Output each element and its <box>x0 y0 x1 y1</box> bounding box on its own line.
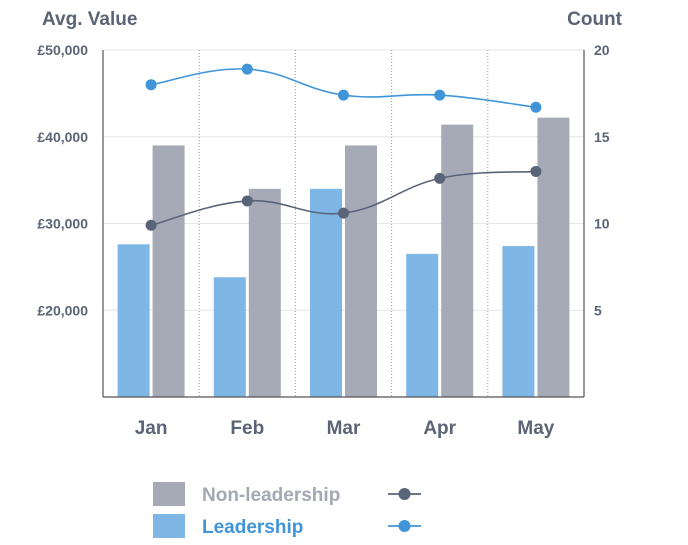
left-tick-label: £40,000 <box>37 129 88 145</box>
bar-leadership <box>406 253 439 397</box>
legend-swatch-point <box>398 520 411 532</box>
legend-swatch-bar <box>153 482 185 506</box>
axes-layer <box>102 50 585 398</box>
bar-leadership <box>502 246 535 397</box>
point-leadership <box>434 89 446 101</box>
point-leadership <box>145 79 157 91</box>
point-non-leadership <box>145 219 157 231</box>
point-leadership <box>530 101 542 113</box>
point-non-leadership <box>530 165 542 177</box>
x-tick-label: Feb <box>230 418 264 439</box>
bar-leadership <box>310 188 342 397</box>
left-tick-label: £30,000 <box>37 216 88 232</box>
bars-layer <box>117 117 570 397</box>
legend-item-non-leadership: Non-leadership <box>153 482 421 506</box>
x-tick-label: Jan <box>135 418 168 439</box>
x-tick-label: May <box>517 418 554 439</box>
right-tick-label: 20 <box>594 42 610 58</box>
right-tick-label: 5 <box>594 302 602 318</box>
x-tick-label: Apr <box>423 418 456 439</box>
legend-swatch-point <box>398 488 411 500</box>
right-tick-label: 15 <box>594 129 610 145</box>
lines-layer <box>145 63 542 231</box>
point-leadership <box>338 89 349 101</box>
left-axis-title: Avg. Value <box>42 9 137 30</box>
legend-swatch-bar <box>153 514 185 538</box>
bar-non-leadership <box>152 145 185 397</box>
right-axis-title: Count <box>567 9 623 30</box>
bar-non-leadership <box>441 124 474 397</box>
legend-item-leadership: Leadership <box>153 514 421 538</box>
labels-layer: Avg. Value Count £20,000 £30,000 £40,000 £50,… <box>37 9 622 439</box>
point-leadership <box>241 63 253 75</box>
left-tick-label: £20,000 <box>37 302 88 318</box>
left-tick-label: £50,000 <box>37 42 88 58</box>
legend-label: Non-leadership <box>202 485 340 506</box>
bar-non-leadership <box>248 188 281 397</box>
bar-leadership <box>117 244 150 397</box>
bar-non-leadership <box>537 117 570 397</box>
legend: Non-leadership Leadership <box>153 482 421 538</box>
point-non-leadership <box>338 207 349 219</box>
bar-leadership <box>213 277 246 397</box>
point-non-leadership <box>241 195 253 207</box>
right-tick-label: 10 <box>594 216 610 232</box>
point-non-leadership <box>434 172 446 184</box>
x-tick-label: Mar <box>327 418 361 439</box>
legend-label: Leadership <box>202 517 303 538</box>
bar-non-leadership <box>345 145 377 397</box>
line-leadership <box>150 68 537 109</box>
